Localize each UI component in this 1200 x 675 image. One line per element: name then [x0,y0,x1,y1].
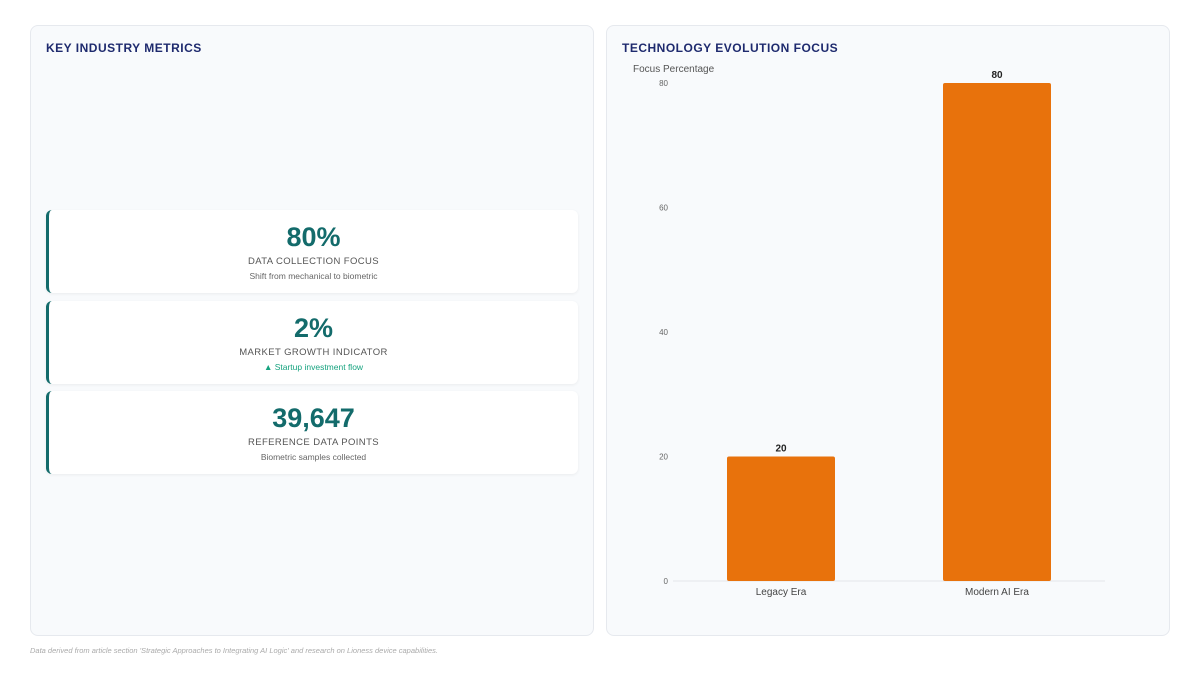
metric-value: 39,647 [272,403,355,433]
key-metrics-title: KEY INDUSTRY METRICS [46,41,202,55]
bar-legacy-era [727,456,835,581]
bar-value-label: 80 [991,70,1003,81]
metric-label: MARKET GROWTH INDICATOR [239,347,388,358]
y-tick-label: 40 [659,328,668,337]
technology-focus-title: TECHNOLOGY EVOLUTION FOCUS [622,41,839,55]
bar-modern-ai-era [943,83,1051,581]
y-axis-title: Focus Percentage [633,64,715,75]
metric-label: REFERENCE DATA POINTS [247,437,380,448]
technology-focus-panel: TECHNOLOGY EVOLUTION FOCUS Focus Percent… [606,25,1170,636]
x-category-label: Legacy Era [756,587,807,598]
metric-value: 80% [286,222,341,252]
y-tick-label: 0 [664,577,669,586]
metric-card-market-growth: 2% MARKET GROWTH INDICATOR ▲ Startup inv… [46,301,578,384]
focus-bar-chart: Focus Percentage 0 20 40 60 80 20 Legacy Era 80 M… [633,64,1105,598]
metric-subtext: Biometric samples collected [260,452,367,462]
y-tick-label: 20 [659,453,668,462]
key-metrics-panel: KEY INDUSTRY METRICS 80% DATA COLLECTION… [30,25,594,636]
y-tick-label: 80 [659,79,668,88]
y-tick-label: 60 [659,204,668,213]
x-category-label: Modern AI Era [965,587,1029,598]
metric-value: 2% [293,313,334,343]
metric-subtext: Shift from mechanical to biometric [249,271,378,281]
metric-label: DATA COLLECTION FOCUS [247,256,380,267]
metric-subtext-trend: ▲ Startup investment flow [263,362,364,372]
metric-card-data-collection: 80% DATA COLLECTION FOCUS Shift from mec… [46,210,578,293]
source-footnote: Data derived from article section 'Strat… [30,646,438,655]
metric-card-reference-points: 39,647 REFERENCE DATA POINTS Biometric s… [46,391,578,474]
bar-value-label: 20 [775,444,787,455]
